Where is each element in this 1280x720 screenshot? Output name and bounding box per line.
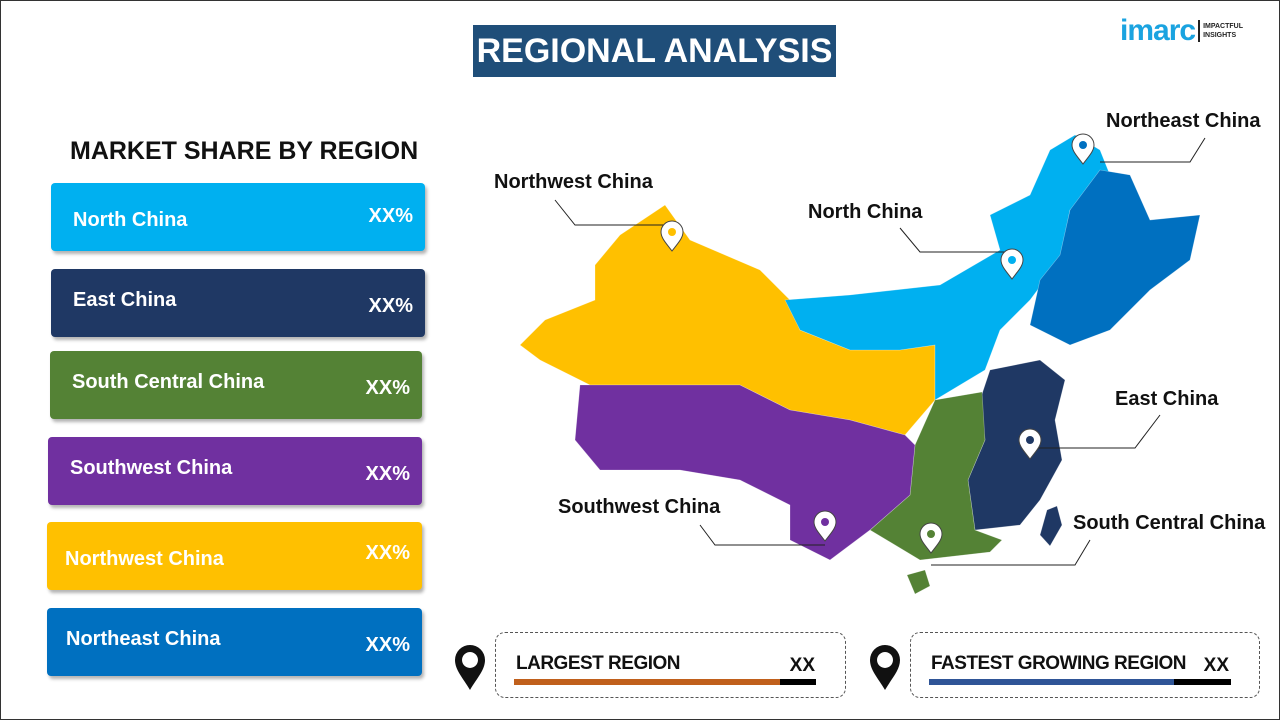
location-pin-icon (455, 645, 485, 690)
fastest-growing-region-box: FASTEST GROWING REGION XX (910, 632, 1260, 698)
page-title: REGIONAL ANALYSIS (473, 25, 836, 77)
section-subtitle: MARKET SHARE BY REGION (70, 137, 419, 165)
region-row-northeast: Northeast China XX% (47, 608, 422, 676)
imarc-logo: imarc IMPACTFUL INSIGHTS (1120, 14, 1243, 47)
map-pins (660, 133, 1095, 554)
region-row-northwest: Northwest China XX% (47, 522, 422, 590)
region-taiwan (1039, 505, 1063, 547)
largest-region-box: LARGEST REGION XX (495, 632, 846, 698)
leader-lines (554, 137, 1206, 566)
region-row-south-central: South Central China XX% (50, 351, 422, 419)
map-label-east: East China (1115, 388, 1219, 410)
region-row-east: East China XX% (51, 269, 425, 337)
location-pin-icon (870, 645, 900, 690)
map-label-northwest: Northwest China (494, 171, 653, 193)
region-hainan (906, 569, 931, 595)
map-label-southwest: Southwest China (558, 496, 721, 518)
region-row-southwest: Southwest China XX% (48, 437, 422, 505)
map-label-northeast: Northeast China (1106, 110, 1261, 132)
map-label-north: North China (808, 201, 923, 223)
region-northeast (1029, 169, 1201, 346)
map-label-south-central: South Central China (1073, 512, 1266, 534)
region-row-north: North China XX% (51, 183, 425, 251)
